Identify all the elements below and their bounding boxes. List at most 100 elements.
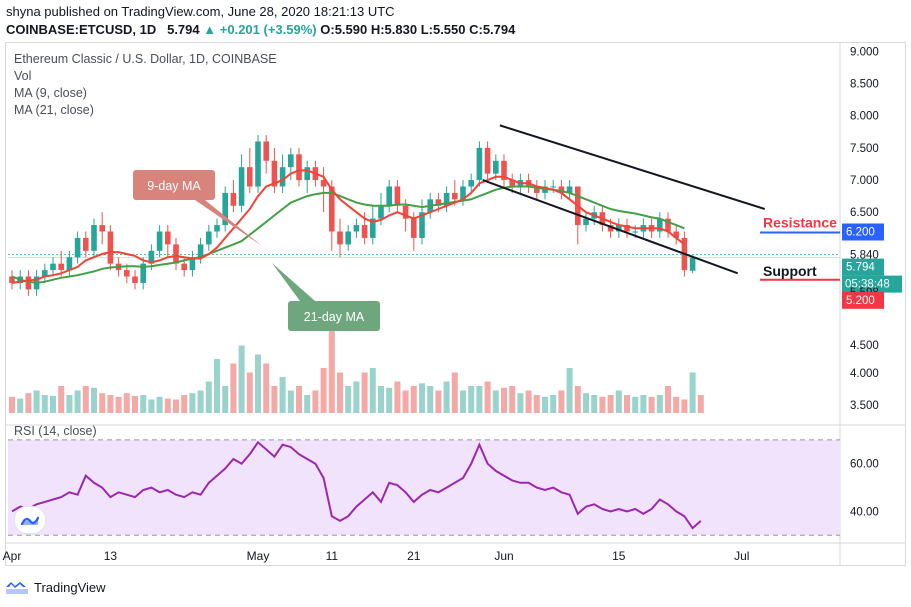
price-tick: 3.500 <box>850 400 879 412</box>
support-label: Support <box>763 263 817 279</box>
wave-icon <box>21 516 39 526</box>
rsi-line <box>11 440 702 530</box>
candle-body <box>222 192 228 226</box>
volume-bar <box>435 390 442 413</box>
price-tick: 7.000 <box>850 175 879 187</box>
candle-body <box>583 218 589 226</box>
footer-brand[interactable]: TradingView <box>6 580 106 595</box>
volume-bar <box>468 386 475 413</box>
candle-body <box>419 212 425 238</box>
volume-bar <box>304 395 311 413</box>
chart-frame <box>5 42 906 566</box>
volume-bar <box>345 386 352 413</box>
candle-body <box>443 192 450 206</box>
price-tick: 6.200 <box>846 227 875 239</box>
candle-body <box>329 186 335 232</box>
last-price-tag <box>842 258 884 276</box>
volume-bar <box>402 390 409 413</box>
volume-bar <box>665 386 671 413</box>
channel-upper-line <box>499 124 766 210</box>
candle-body <box>468 180 474 187</box>
candle-body <box>402 205 409 219</box>
legend-rsi: RSI (14, close) <box>14 424 97 438</box>
candle-body <box>673 231 679 238</box>
up-arrow-icon: ▲ <box>203 22 217 37</box>
volume-bar <box>328 323 335 413</box>
resistance-price-tag <box>842 223 884 241</box>
candle-body <box>689 257 696 271</box>
volume-bar <box>361 372 368 413</box>
candle-body <box>238 167 245 206</box>
volume-bar <box>550 395 557 413</box>
volume-bar <box>648 396 655 413</box>
candle-body <box>271 160 278 187</box>
legend-title: Ethereum Classic / U.S. Dollar, 1D, COIN… <box>14 52 277 66</box>
symbol-line: COINBASE:ETCUSD, 1D 5.794 ▲ +0.201 (+3.5… <box>6 22 515 37</box>
volume-bar <box>574 386 581 413</box>
candle-body <box>386 186 392 206</box>
resistance-label: Resistance <box>763 215 837 231</box>
price-tick: 9.000 <box>850 46 879 58</box>
publish-line: shyna published on TradingView.com, June… <box>6 4 395 19</box>
volume-bar <box>255 354 261 413</box>
candle-body <box>58 263 64 271</box>
volume-bar <box>583 393 589 413</box>
price-tick: 8.000 <box>850 111 879 123</box>
volume-bar <box>337 372 343 413</box>
candle-body <box>50 263 56 271</box>
countdown-tag <box>842 275 902 293</box>
ma21-line <box>11 185 685 284</box>
ma9-line <box>11 169 686 284</box>
volume-bar <box>509 386 516 413</box>
price-change: +0.201 (+3.59%) <box>219 22 317 37</box>
candle-body <box>91 225 97 251</box>
volume-bar <box>451 372 458 413</box>
legend-ma21: MA (21, close) <box>14 103 94 117</box>
candle-body <box>411 218 417 238</box>
volume-bar <box>369 368 376 413</box>
volume-bar <box>689 372 696 413</box>
ma9-callout: 9-day MA <box>133 170 262 246</box>
volume-bar <box>189 393 196 413</box>
collapse-pane-button[interactable] <box>14 506 46 534</box>
candle-body <box>288 154 294 168</box>
volume-bar <box>279 377 286 413</box>
volume-bar <box>410 386 417 413</box>
candle-body <box>534 186 540 193</box>
volume-bar <box>164 398 171 413</box>
candle-body <box>361 225 368 238</box>
price-tick: 5.200 <box>846 295 875 307</box>
candle-body <box>304 167 310 181</box>
volume-bar <box>615 390 622 413</box>
rsi-band <box>8 439 840 536</box>
candle-body <box>394 186 401 206</box>
candle-body <box>550 186 556 188</box>
candle-body <box>25 276 32 290</box>
price-tick: 5.794 <box>846 262 875 274</box>
volume-bar <box>460 390 466 413</box>
rsi-tick: 60.00 <box>850 459 879 471</box>
volume-bar <box>517 393 524 413</box>
candle-body <box>247 167 253 187</box>
candle-body <box>140 263 146 283</box>
time-tick: 13 <box>104 549 118 563</box>
volume-bar <box>222 386 229 413</box>
candle-body <box>476 147 483 181</box>
candle-body <box>279 167 286 187</box>
volume-bar <box>17 398 24 413</box>
volume-bar <box>656 395 663 413</box>
time-tick: 15 <box>612 549 626 563</box>
volume-bar <box>320 368 327 413</box>
ma21-callout-label: 21-day MA <box>304 310 365 324</box>
candle-body <box>345 231 351 245</box>
volume-bar <box>287 390 294 413</box>
ma21-callout: 21-day MA <box>272 263 380 331</box>
ma21-callout-pointer <box>272 263 315 301</box>
volume-bar <box>156 396 163 413</box>
ma9-callout-label: 9-day MA <box>147 179 201 193</box>
volume-bar <box>82 386 89 413</box>
candle-body <box>493 160 499 174</box>
candle-body <box>189 257 196 271</box>
candle-body <box>353 225 360 232</box>
